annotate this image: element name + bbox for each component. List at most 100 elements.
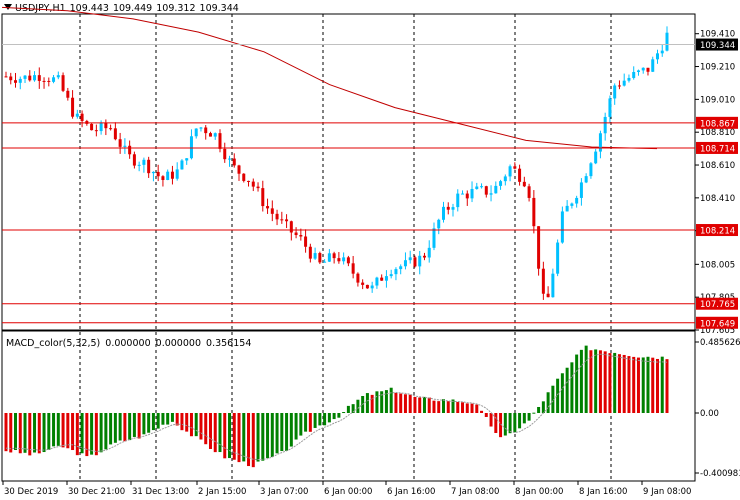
candle-body (23, 75, 27, 79)
macd-bar (66, 413, 70, 449)
macd-bar (109, 413, 113, 445)
candle-body (655, 53, 659, 60)
macd-bar (522, 413, 526, 424)
candle (47, 77, 51, 87)
candle-body (75, 113, 79, 117)
candle (42, 77, 46, 89)
macd-bar (627, 356, 631, 413)
candle-body (365, 284, 369, 289)
candle (261, 180, 265, 212)
candle-body (128, 145, 132, 155)
candle-body (665, 32, 669, 51)
macd-bar (389, 387, 393, 413)
macd-bar (185, 413, 189, 432)
macd-bar (80, 413, 84, 454)
low-value: 109.312 (156, 3, 196, 14)
y-tick-label: 109.210 (700, 63, 735, 73)
candle-body (4, 76, 8, 78)
candle (156, 164, 160, 182)
candle-body (518, 168, 522, 182)
candle-body (161, 176, 165, 180)
candle-body (603, 116, 607, 134)
macd-title: MACD_color(5,32,5) (6, 338, 101, 349)
candle-body (513, 166, 517, 169)
macd-bar (484, 413, 488, 417)
candle (375, 276, 379, 289)
macd-bar (42, 413, 46, 453)
candle (627, 74, 631, 83)
current-price-label: 109.344 (700, 41, 735, 51)
candle (636, 69, 640, 76)
macd-bar (137, 413, 141, 439)
candle (584, 173, 588, 184)
macd-bar (223, 413, 227, 459)
candle-body (422, 255, 426, 258)
candle-body (142, 159, 146, 165)
macd-bar (660, 356, 664, 413)
candle (441, 201, 445, 223)
candle-body (522, 181, 526, 187)
candle-body (123, 145, 127, 147)
candle (380, 274, 384, 281)
candle-body (256, 186, 260, 189)
candle (579, 178, 583, 206)
macd-bar (532, 412, 536, 414)
candle (503, 174, 507, 186)
macd-bar (384, 390, 388, 413)
candle (270, 200, 274, 222)
dropdown-triangle-icon[interactable] (4, 4, 12, 10)
macd-bar (337, 413, 341, 418)
candle (665, 26, 669, 52)
candle (28, 70, 32, 82)
y-tick-label: 109.010 (700, 95, 735, 105)
price-level-tag (696, 316, 738, 329)
macd-bar (441, 399, 445, 413)
price-level-tag (696, 297, 738, 310)
candle-body (208, 133, 212, 137)
macd-y-label: -0.400981 (700, 469, 740, 479)
candle (551, 268, 555, 298)
candle-body (613, 85, 617, 99)
macd-bar (242, 413, 246, 462)
candle-body (223, 148, 227, 160)
candle-body (213, 133, 217, 137)
symbol-label: USDJPY,H1 (15, 3, 66, 14)
macd-bar (370, 394, 374, 413)
candle-body (175, 169, 179, 179)
macd-bar (613, 352, 617, 413)
candle-body (556, 242, 560, 274)
candle (242, 173, 246, 183)
candle-body (598, 133, 602, 152)
candle-body (33, 75, 37, 81)
candle-body (71, 97, 75, 117)
candle-body (132, 154, 136, 166)
macd-bar (403, 394, 407, 413)
candle-body (403, 260, 407, 267)
candle (223, 142, 227, 163)
candle (327, 249, 331, 262)
candle-body (456, 193, 460, 208)
candle (575, 195, 579, 208)
macd-bar (52, 413, 56, 447)
candle (465, 190, 469, 206)
candle (132, 151, 136, 169)
macd-bar (99, 413, 103, 453)
macd-bar (399, 393, 403, 413)
candle (90, 123, 94, 131)
candle (560, 206, 564, 244)
macd-bar (175, 413, 179, 426)
candle (4, 71, 8, 78)
macd-bar (304, 413, 308, 432)
macd-bar (470, 403, 474, 413)
open-value: 109.443 (69, 3, 109, 14)
candle (251, 178, 255, 192)
macd-bar (213, 413, 217, 453)
candle-body (289, 221, 293, 233)
candle (71, 90, 75, 119)
macd-bar (118, 413, 122, 441)
candle (247, 180, 251, 187)
candle (14, 72, 18, 88)
candle-body (617, 85, 621, 87)
candle (499, 179, 503, 190)
